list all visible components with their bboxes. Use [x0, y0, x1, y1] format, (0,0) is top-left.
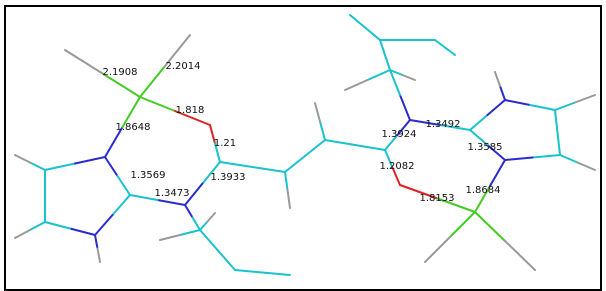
bond-length-label: 1.3569 — [131, 170, 166, 181]
bond-length-label: 1.3585 — [468, 142, 503, 153]
bond-length-label: 1.3473 — [155, 188, 190, 199]
bond-length-label: 2.1908 — [103, 67, 138, 78]
bond-length-label: 1.8684 — [466, 185, 501, 196]
bond-length-label: 1.3492 — [426, 119, 461, 130]
bond-length-label: 1.2082 — [380, 161, 415, 172]
bond-length-label: 1.818 — [176, 105, 205, 116]
bond-length-label: 1.8648 — [116, 122, 151, 133]
bond-length-label: 1.3924 — [382, 129, 417, 140]
bond-length-label: 2.2014 — [166, 61, 201, 72]
bond-length-label: 1.8153 — [420, 193, 455, 204]
molecule-view: 2.1908 2.2014 1.818 1.8648 1.21 1.3569 1.3933 1… — [0, 0, 606, 291]
bond-length-label: 1.21 — [214, 138, 236, 149]
bond-length-label: 1.3933 — [211, 172, 246, 183]
